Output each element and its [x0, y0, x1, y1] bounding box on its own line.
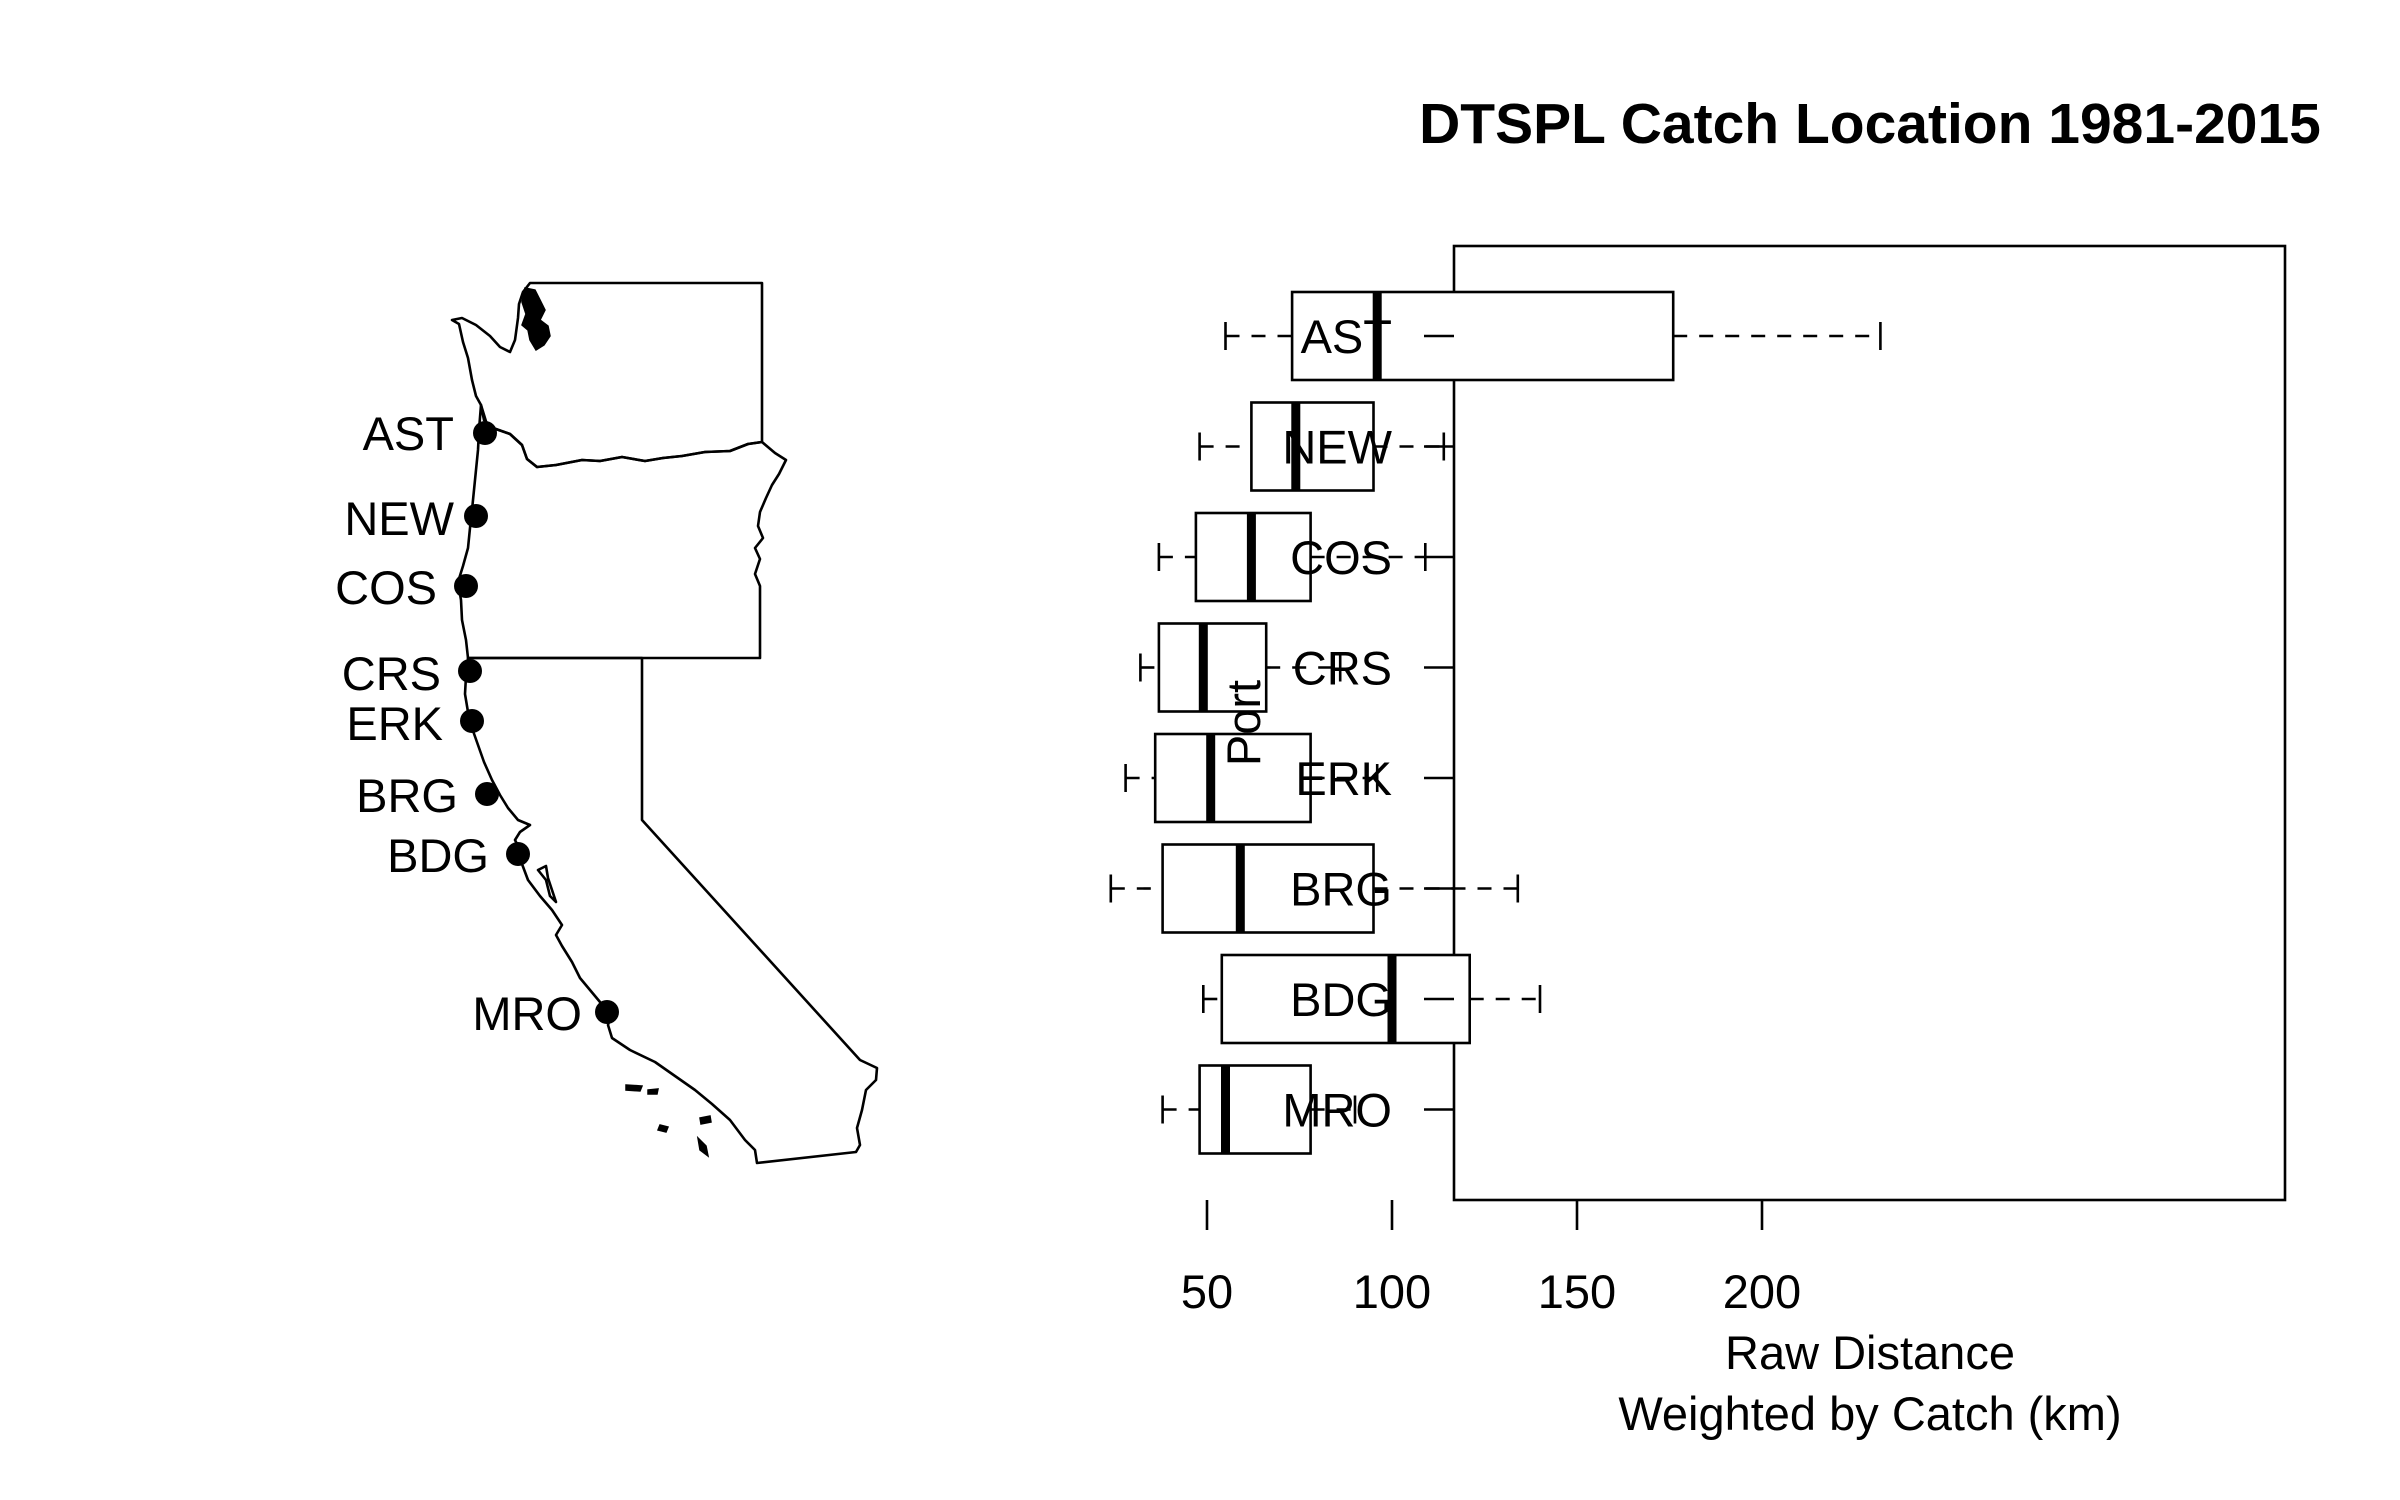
iqr-box-erk	[1153, 732, 1312, 824]
port-dot-cos	[454, 574, 478, 598]
map-label-new: NEW	[344, 492, 454, 545]
x-tick-label-50: 50	[1181, 1265, 1233, 1318]
x-tick-label-100: 100	[1353, 1265, 1431, 1318]
y-tick-label-cos: COS	[1290, 531, 1392, 584]
map-ports: AST NEW COS CRS ERK BRG BDG MRO	[335, 407, 619, 1040]
x-axis-label-line1: Raw Distance	[1725, 1326, 2015, 1379]
port-dot-crs	[458, 659, 482, 683]
plot-frame	[1452, 244, 2287, 1202]
x-tick-label-200: 200	[1723, 1265, 1801, 1318]
channel-islands	[625, 1084, 712, 1158]
map-label-erk: ERK	[346, 697, 443, 750]
y-tick-label-ast: AST	[1301, 310, 1392, 363]
y-tick-label-erk: ERK	[1295, 752, 1392, 805]
iqr-box-crs	[1157, 622, 1268, 713]
box-mro	[1161, 1064, 1357, 1155]
map-label-bdg: BDG	[387, 829, 489, 882]
port-dot-ast	[473, 421, 497, 445]
boxes	[1109, 290, 1882, 1155]
y-axis-label: Port	[1217, 680, 1270, 766]
y-tick-label-crs: CRS	[1293, 642, 1392, 695]
y-tick-label-brg: BRG	[1290, 863, 1392, 916]
map-label-cos: COS	[335, 561, 437, 614]
x-axis-label-line2: Weighted by Catch (km)	[1618, 1387, 2121, 1440]
washington-outline	[450, 281, 764, 469]
y-tick-label-mro: MRO	[1282, 1084, 1392, 1137]
y-tick-label-bdg: BDG	[1290, 973, 1392, 1026]
map-label-brg: BRG	[356, 769, 458, 822]
iqr-box-mro	[1198, 1064, 1312, 1155]
iqr-box-ast	[1290, 290, 1675, 382]
map-label-crs: CRS	[342, 647, 441, 700]
port-dot-new	[464, 504, 488, 528]
y-axis: AST NEW COS CRS ERK BRG BDG MRO	[1282, 310, 1454, 1137]
x-tick-label-150: 150	[1538, 1265, 1616, 1318]
port-dot-brg	[475, 782, 499, 806]
box-brg	[1109, 843, 1520, 934]
port-dot-erk	[460, 709, 484, 733]
y-tick-label-new: NEW	[1282, 421, 1392, 474]
x-axis: 50 100 150 200	[1181, 1200, 1801, 1318]
map-label-mro: MRO	[472, 987, 582, 1040]
oregon-outline	[456, 403, 788, 660]
box-crs	[1139, 622, 1342, 713]
box-erk	[1124, 732, 1379, 824]
iqr-box-new	[1250, 401, 1375, 492]
port-dot-bdg	[506, 842, 530, 866]
chart-title: DTSPL Catch Location 1981-2015	[1419, 92, 2321, 156]
west-coast-map: AST NEW COS CRS ERK BRG BDG MRO	[335, 281, 879, 1165]
box-ast	[1224, 290, 1882, 382]
map-label-ast: AST	[363, 407, 454, 460]
iqr-box-brg	[1161, 843, 1375, 934]
puget-sound-islands	[521, 287, 551, 352]
box-cos	[1157, 511, 1427, 603]
san-francisco-bay	[536, 864, 558, 904]
california-outline	[463, 656, 879, 1165]
port-dot-mro	[595, 1000, 619, 1024]
boxplot-panel: DTSPL Catch Location 1981-2015 AST NEW COS…	[1109, 92, 2321, 1440]
